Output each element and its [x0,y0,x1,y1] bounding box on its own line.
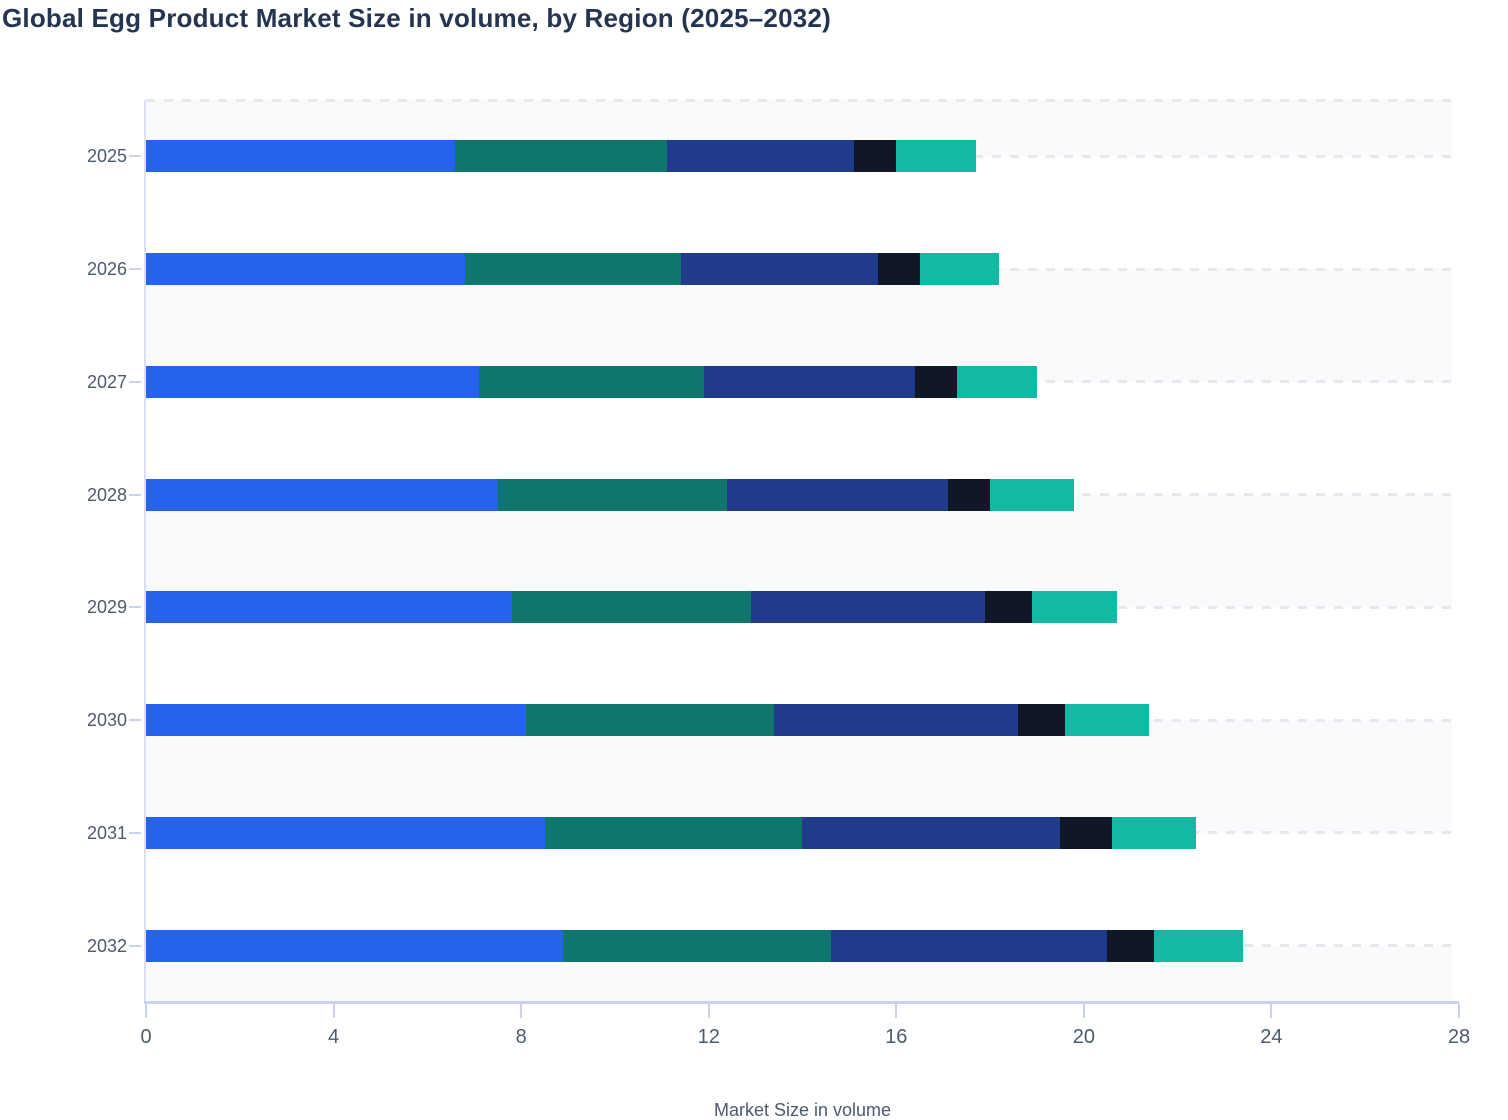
segment-dark-navy[interactable] [854,140,897,173]
x-axis-tick [895,1004,898,1018]
x-axis-tick [1458,1004,1460,1018]
y-axis-line [144,100,146,1004]
y-axis-tick [129,831,141,834]
segment-turquoise[interactable] [990,478,1075,511]
plot-top-border [146,99,1452,102]
segment-dark-navy[interactable] [1107,929,1155,962]
chart-title: Global Egg Product Market Size in volume… [2,3,831,33]
segment-dark-teal[interactable] [455,140,667,173]
segment-dark-navy[interactable] [947,478,991,511]
y-axis-label: 2027 [86,371,127,392]
segment-dark-teal[interactable] [464,253,681,286]
y-axis-tick [129,493,141,496]
y-axis-tick [129,268,141,271]
y-axis-tick [129,606,141,609]
x-axis-title: Market Size in volume [713,1100,892,1120]
grid-band [146,494,1452,608]
segment-blue[interactable] [146,929,564,962]
bar-row-2027 [146,365,1037,398]
x-axis-tick-label: 12 [697,1026,720,1048]
x-axis-tick-label: 28 [1447,1026,1471,1048]
x-axis-tick-label: 20 [1072,1026,1095,1048]
y-axis-label: 2031 [86,822,127,843]
segment-dark-teal[interactable] [544,816,803,849]
segment-dark-teal[interactable] [525,704,775,737]
grid-band [146,269,1452,382]
x-axis-line [144,1001,1459,1004]
y-axis-label: 2026 [86,259,127,280]
y-axis-label: 2030 [86,710,127,731]
segment-blue[interactable] [146,365,479,398]
segment-blue[interactable] [146,140,456,173]
segment-navy[interactable] [680,253,878,286]
grid-band [146,720,1452,833]
x-axis-tick [332,1004,335,1018]
segment-turquoise[interactable] [919,253,1000,286]
bar-row-2032 [146,929,1244,962]
x-axis-tick-label: 16 [885,1026,908,1048]
y-axis-label: 2029 [86,597,127,618]
segment-dark-navy[interactable] [1060,816,1112,849]
y-axis-tick [129,944,141,947]
segment-blue[interactable] [146,816,545,849]
bar-row-2030 [146,704,1150,737]
segment-turquoise[interactable] [1065,704,1150,737]
segment-blue[interactable] [146,704,526,737]
bar-row-2031 [146,816,1197,849]
y-axis-label: 2032 [86,935,127,956]
x-axis-tick-label: 4 [328,1026,340,1048]
segment-turquoise[interactable] [896,140,976,173]
segment-blue[interactable] [146,591,512,624]
y-axis-tick [129,155,141,158]
segment-blue[interactable] [146,478,498,511]
segment-dark-teal[interactable] [511,591,751,624]
segment-dark-teal[interactable] [497,478,728,511]
segment-dark-navy[interactable] [985,591,1033,624]
y-axis-tick [129,719,141,722]
bar-row-2026 [146,253,1000,286]
segment-turquoise[interactable] [1154,929,1244,962]
segment-navy[interactable] [774,704,1019,737]
x-axis-tick-label: 24 [1260,1026,1283,1048]
segment-turquoise[interactable] [1111,816,1197,849]
x-axis-tick [707,1004,710,1018]
segment-dark-teal[interactable] [478,365,705,398]
x-axis-tick-label: 8 [515,1026,527,1048]
y-axis-tick [129,380,141,383]
segment-dark-navy[interactable] [1018,704,1066,737]
segment-dark-navy[interactable] [915,365,958,398]
segment-dark-teal[interactable] [563,929,831,962]
segment-navy[interactable] [830,929,1108,962]
y-axis-label: 2028 [86,484,127,505]
x-axis-tick-label: 0 [140,1026,152,1048]
segment-turquoise[interactable] [957,365,1037,398]
x-axis-tick [145,1004,147,1018]
segment-dark-navy[interactable] [877,253,920,286]
segment-navy[interactable] [802,816,1061,849]
bar-row-2029 [146,591,1117,624]
x-axis-tick [1082,1004,1085,1018]
y-axis-label: 2025 [86,146,127,167]
x-axis-tick [1270,1004,1273,1018]
bar-row-2025 [146,140,976,173]
segment-navy[interactable] [727,478,948,511]
x-axis-tick [520,1004,523,1018]
segment-blue[interactable] [146,253,465,286]
segment-turquoise[interactable] [1032,591,1117,624]
segment-navy[interactable] [704,365,916,398]
bar-row-2028 [146,478,1075,511]
segment-navy[interactable] [750,591,986,624]
segment-navy[interactable] [666,140,855,173]
